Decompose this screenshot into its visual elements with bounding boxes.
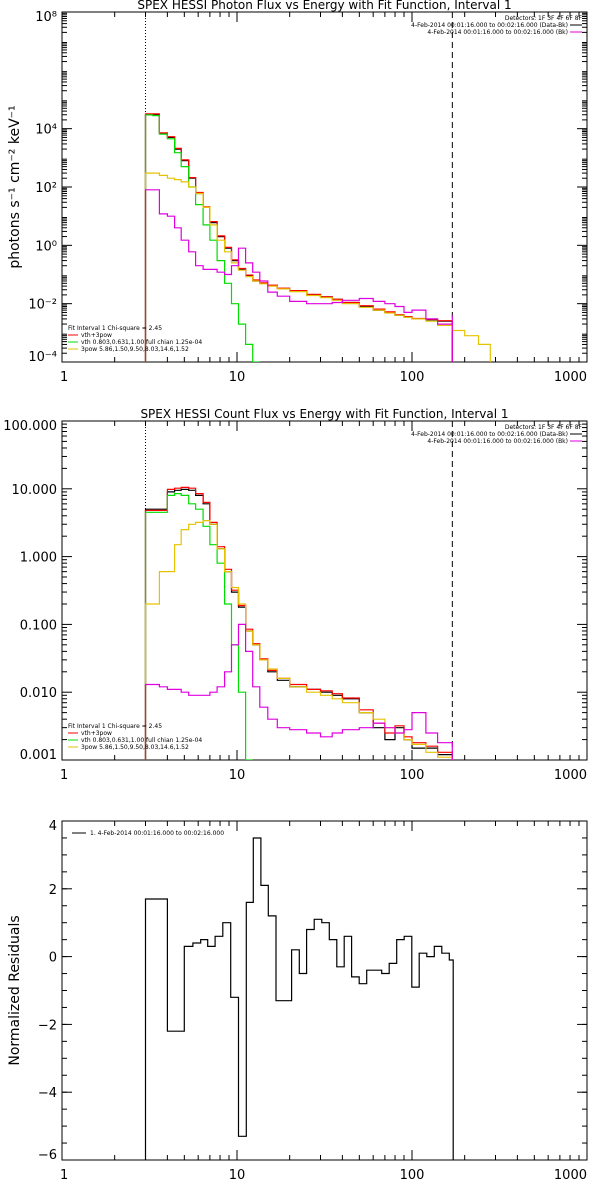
- y-tick-label: 10⁻²: [28, 298, 57, 313]
- residual-legend-label: 1. 4-Feb-2014 00:01:16.000 to 00:02:16.0…: [90, 830, 224, 837]
- x-tick-label: 100: [400, 1168, 425, 1183]
- x-tick-label: 1: [60, 370, 68, 385]
- plot-frame: [61, 11, 588, 363]
- interval-label-bk: 4-Feb-2014 00:01:16.000 to 00:02:16.000 …: [427, 29, 568, 36]
- y-tick-label: 0.100: [20, 618, 57, 633]
- chart-panel-3: 1 10 100 1000 −6 −4 −2 0 2 4 Normalized Residuals 1…: [7, 819, 588, 1183]
- y-tick-label: 0.001: [20, 748, 57, 763]
- y-tick-label: 10⁴: [35, 123, 57, 138]
- series-green: [144, 114, 260, 362]
- y-tick-label: 0: [49, 951, 57, 966]
- x-tick-label: 1: [60, 768, 68, 783]
- y-tick-label: −2: [38, 1018, 57, 1033]
- chart-title: SPEX HESSI Count Flux vs Energy with Fit…: [140, 407, 508, 421]
- series-magenta: [144, 623, 453, 760]
- chart-title: SPEX HESSI Photon Flux vs Energy with Fi…: [137, 0, 511, 12]
- fit-legend-label: vth 0.803,0.631,1.00 full chian 1.25e-04: [81, 339, 202, 346]
- y-tick-label: 2: [49, 883, 57, 898]
- chart-panel-1: SPEX HESSI Photon Flux vs Energy with Fi…: [7, 0, 588, 385]
- y-tick-label: 10²: [35, 181, 57, 196]
- plot-area: [144, 421, 453, 760]
- series-black: [144, 114, 453, 362]
- series-green: [144, 493, 253, 760]
- x-tick-label: 1: [60, 1168, 68, 1183]
- series-yellow: [144, 520, 453, 760]
- y-tick-label: 10.000: [12, 483, 58, 498]
- plot-frame: [61, 420, 588, 761]
- fit-legend-label: vth 0.803,0.631,1.00 full chian 1.25e-04: [81, 737, 202, 744]
- x-tick-label: 1000: [554, 768, 587, 783]
- series-black: [144, 488, 453, 760]
- fit-legend-label: vth+3pow: [81, 730, 112, 737]
- fit-legend-label: 3pow 5.86,1.50,9.50,8.03,14.6,1.52: [81, 744, 189, 751]
- x-tick-label: 10: [229, 1168, 246, 1183]
- y-tick-label: 100.000: [3, 419, 57, 434]
- series-yellow: [144, 172, 491, 362]
- y-tick-label: 10⁸: [35, 10, 57, 25]
- y-axis-label: photons s⁻¹ cm⁻² keV⁻¹: [7, 105, 23, 268]
- series-residuals: [144, 837, 454, 1160]
- plot-area: [144, 837, 454, 1160]
- y-tick-label: 10⁻⁴: [28, 350, 57, 365]
- interval-label-bk: 4-Feb-2014 00:01:16.000 to 00:02:16.000 …: [427, 438, 568, 445]
- series-red: [144, 486, 453, 760]
- plot-frame: [61, 820, 588, 1161]
- x-tick-label: 100: [400, 370, 425, 385]
- fit-heading: Fit Interval 1 Chi-square = 2.45: [68, 325, 162, 332]
- x-tick-label: 100: [400, 768, 425, 783]
- x-tick-label: 10: [229, 370, 246, 385]
- detectors-label: Detectors: 1F 3F 4F 6F 8F: [505, 15, 583, 22]
- fit-legend-label: vth+3pow: [81, 332, 112, 339]
- y-tick-label: 1.000: [20, 551, 57, 566]
- chart-panel-2: SPEX HESSI Count Flux vs Energy with Fit…: [3, 407, 588, 783]
- y-tick-label: −6: [38, 1148, 57, 1163]
- y-tick-label: −4: [38, 1086, 57, 1101]
- series-magenta: [144, 189, 453, 362]
- plot-area: [144, 12, 491, 362]
- y-tick-label: 0.010: [20, 686, 57, 701]
- y-axis-label: Normalized Residuals: [7, 915, 23, 1065]
- x-tick-label: 10: [229, 768, 246, 783]
- series-red: [144, 113, 453, 362]
- interval-label-data: 4-Feb-2014 00:01:16.000 to 00:02:16.000 …: [411, 22, 568, 29]
- x-tick-label: 1000: [554, 1168, 587, 1183]
- y-tick-label: 10⁰: [35, 239, 57, 254]
- fit-legend-label: 3pow 5.86,1.50,9.50,8.03,14.6,1.52: [81, 346, 189, 353]
- detectors-label: Detectors: 1F 3F 4F 6F 8F: [505, 424, 583, 431]
- fit-heading: Fit Interval 1 Chi-square = 2.45: [68, 723, 162, 730]
- y-tick-label: 4: [49, 819, 57, 834]
- interval-label-data: 4-Feb-2014 00:01:16.000 to 00:02:16.000 …: [411, 431, 568, 438]
- x-tick-label: 1000: [554, 370, 587, 385]
